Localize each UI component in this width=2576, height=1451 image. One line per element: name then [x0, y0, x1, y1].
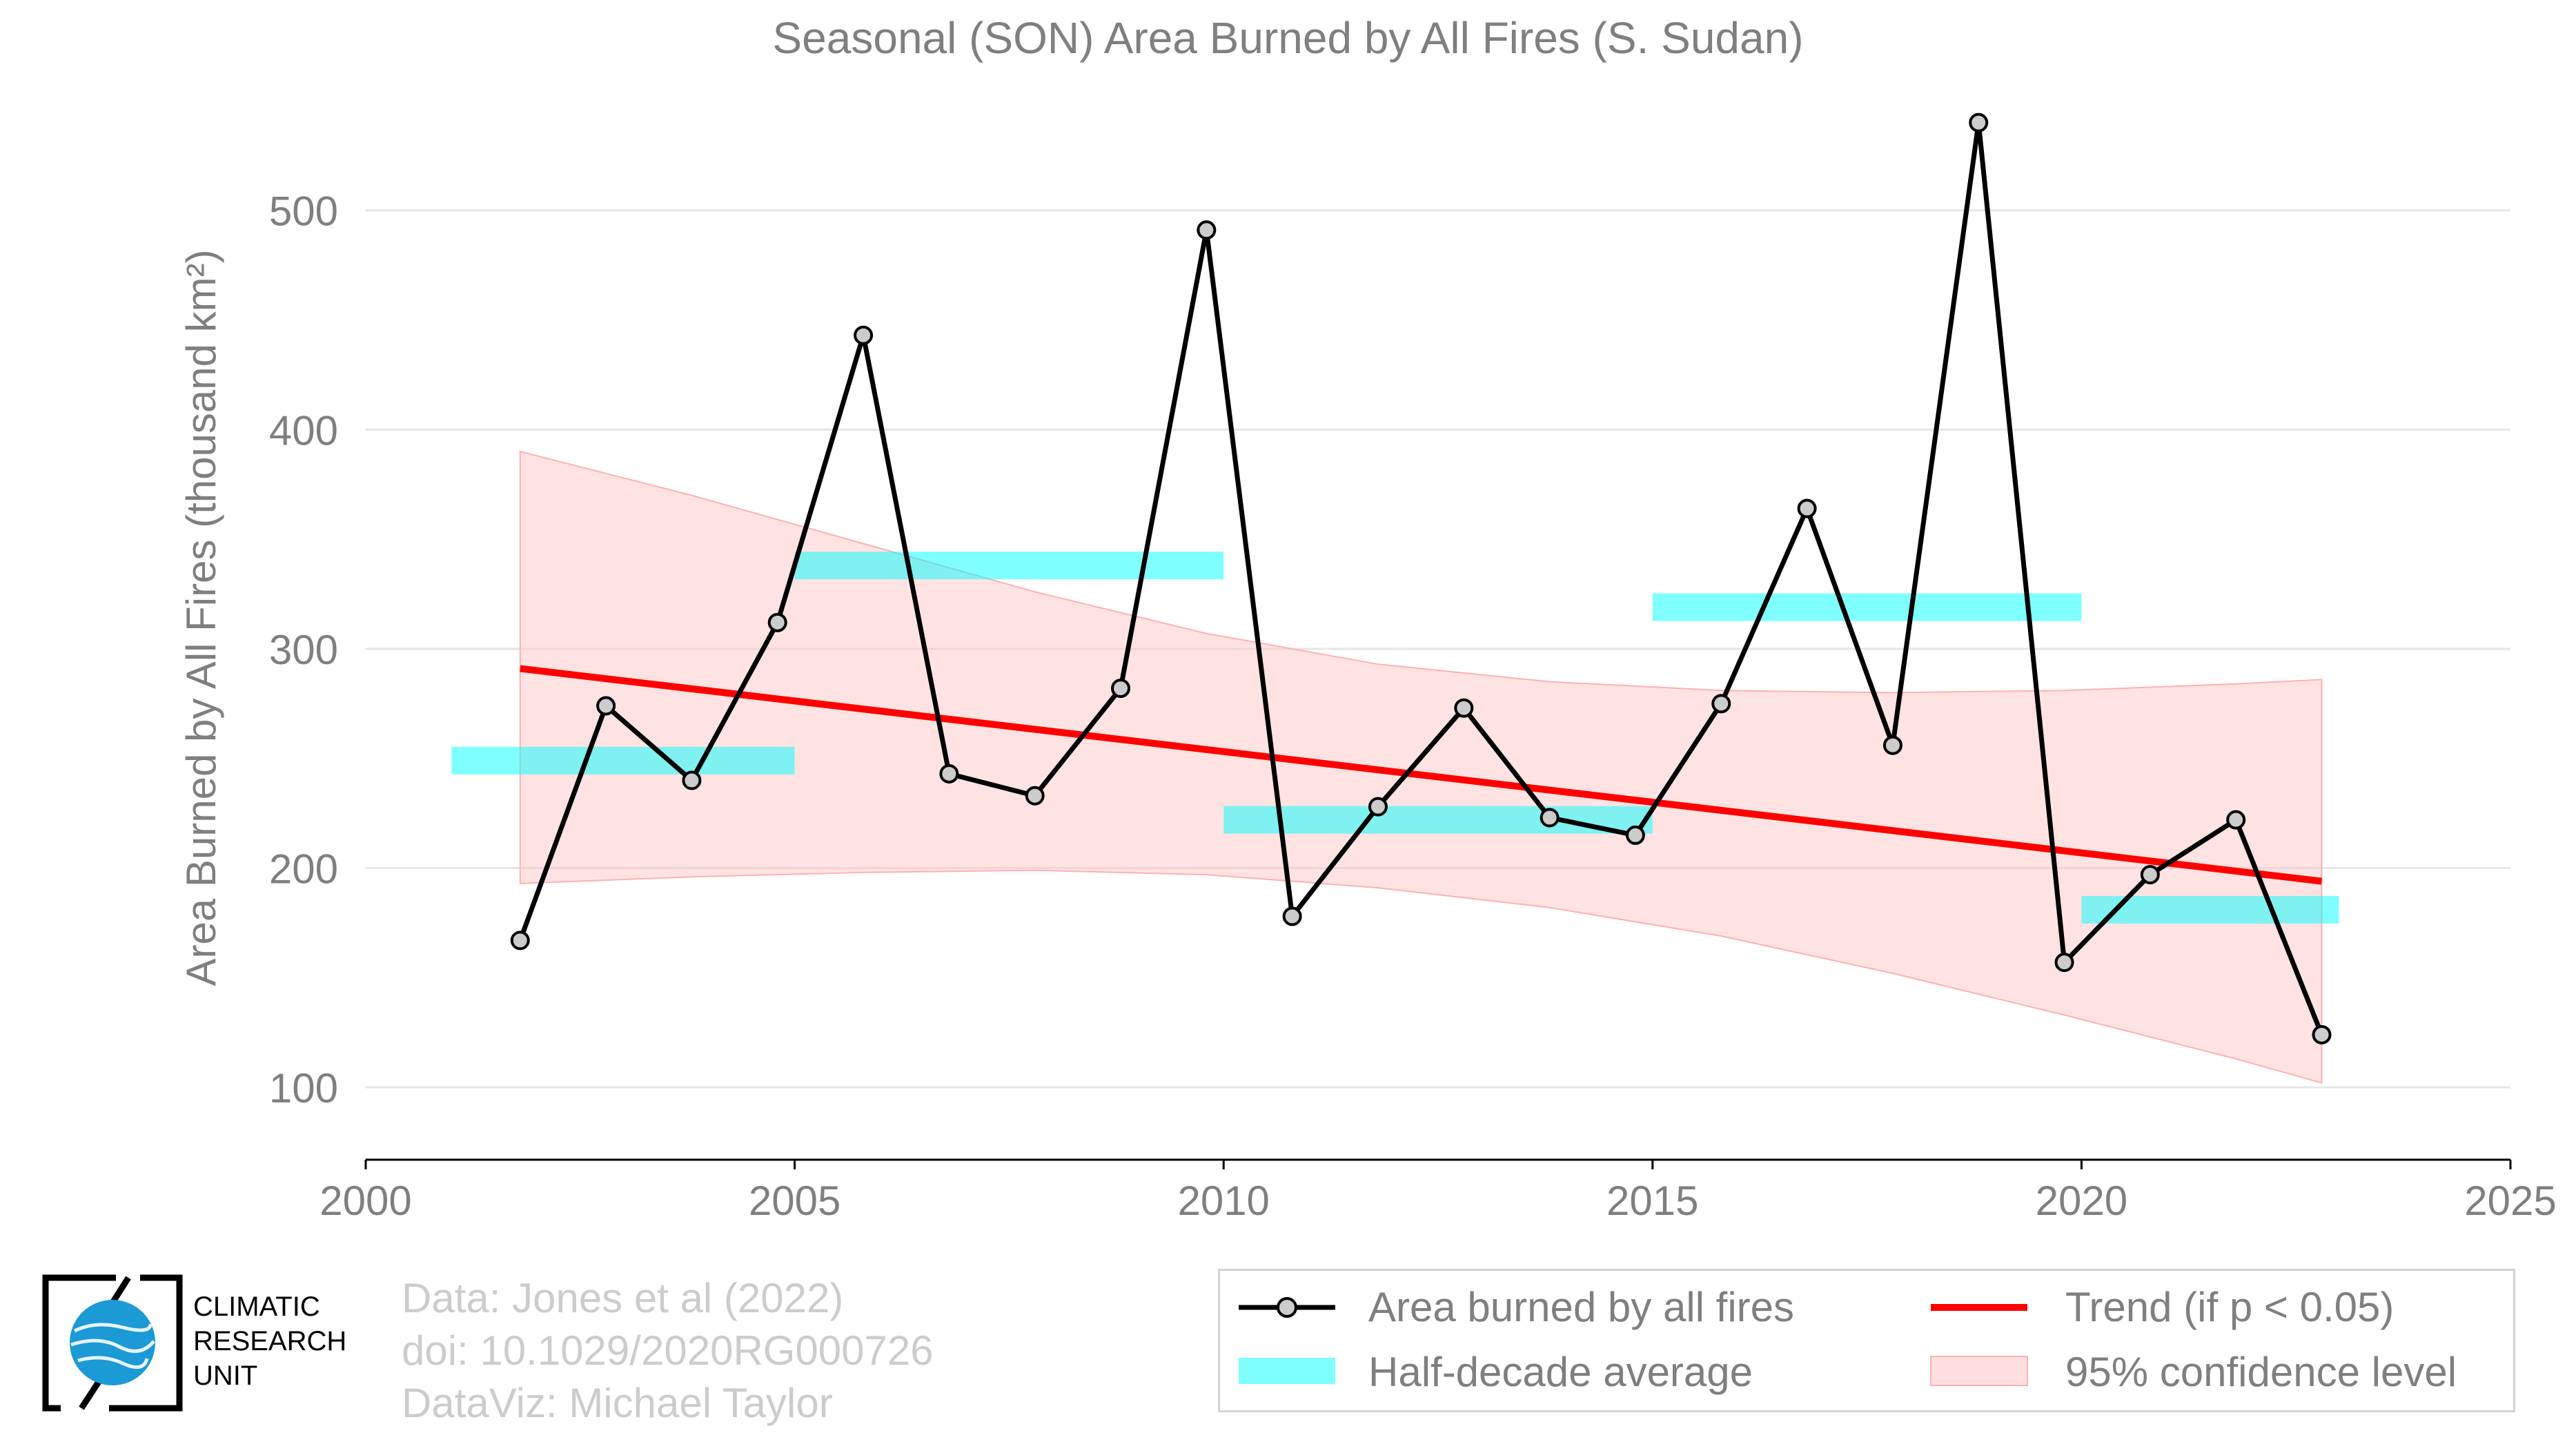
legend-label-area-burned: Area burned by all fires	[1368, 1284, 1794, 1330]
data-point	[2140, 865, 2160, 885]
cru-logo-text: CLIMATIC RESEARCH UNIT	[193, 1289, 346, 1393]
credit-dataviz: DataViz: Michael Taylor	[402, 1380, 833, 1426]
chart-legend: Area burned by all fires Trend (if p < 0…	[1218, 1269, 2515, 1412]
data-point	[767, 612, 787, 632]
credit-doi: doi: 10.1029/2020RG000726	[402, 1327, 934, 1374]
y-tick-label: 200	[269, 846, 338, 893]
y-axis-label: Area Burned by All Fires (thousand km²)	[178, 249, 224, 986]
legend-label-half-decade: Half-decade average	[1368, 1349, 1753, 1395]
data-point	[1282, 906, 1302, 926]
half-decade-bar	[451, 746, 795, 775]
data-point	[1797, 498, 1817, 518]
data-credits: Data: Jones et al (2022) doi: 10.1029/20…	[402, 1272, 934, 1430]
y-tick-label: 400	[269, 407, 338, 454]
data-point	[1540, 808, 1560, 828]
legend-label-confidence: 95% confidence level	[2065, 1349, 2457, 1395]
y-tick-label: 300	[269, 627, 338, 673]
legend-key-half-decade	[1239, 1358, 1335, 1384]
cru-logo-line1: CLIMATIC	[193, 1292, 320, 1322]
data-point	[1625, 825, 1645, 845]
data-point	[1969, 113, 1989, 133]
chart-title: Seasonal (SON) Area Burned by All Fires …	[772, 13, 1804, 63]
trend-line	[520, 665, 2323, 885]
confidence-band	[519, 450, 2323, 1084]
half-decade-bar	[1652, 593, 2082, 621]
half-decade-bar	[1223, 806, 1653, 834]
data-point	[939, 763, 959, 783]
data-point	[2312, 1024, 2332, 1044]
legend-key-trend	[1931, 1304, 2027, 1311]
credit-data-source: Data: Jones et al (2022)	[402, 1275, 844, 1321]
area-burned-line	[518, 120, 2324, 1036]
legend-key-line-markers	[1239, 1297, 1335, 1318]
data-point	[1368, 797, 1388, 817]
data-point	[510, 931, 530, 951]
data-point	[2054, 953, 2074, 973]
data-point	[1882, 735, 1902, 755]
y-tick-label: 100	[269, 1065, 338, 1111]
cru-logo-line2: RESEARCH	[193, 1326, 347, 1356]
data-point	[2226, 810, 2246, 830]
data-point	[854, 325, 874, 345]
cru-logo	[42, 1274, 183, 1412]
half-decade-bar	[794, 552, 1224, 580]
half-decade-bar	[2081, 895, 2339, 924]
y-tick-label: 500	[269, 188, 338, 235]
x-tick-label: 2000	[319, 1178, 411, 1224]
data-point	[1025, 786, 1045, 806]
data-point	[682, 770, 702, 790]
data-point	[1454, 698, 1474, 718]
data-point	[1111, 679, 1131, 699]
data-point	[1197, 220, 1217, 240]
x-tick-label: 2020	[2036, 1178, 2127, 1224]
x-tick-label: 2025	[2464, 1178, 2556, 1224]
data-point	[1711, 694, 1731, 714]
data-point	[596, 696, 616, 716]
x-tick-label: 2010	[1177, 1178, 1269, 1224]
x-tick-label: 2015	[1606, 1178, 1698, 1224]
legend-key-confidence	[1930, 1356, 2028, 1386]
legend-label-trend: Trend (if p < 0.05)	[2065, 1284, 2395, 1330]
cru-logo-line3: UNIT	[193, 1361, 258, 1391]
x-tick-label: 2005	[749, 1178, 840, 1224]
